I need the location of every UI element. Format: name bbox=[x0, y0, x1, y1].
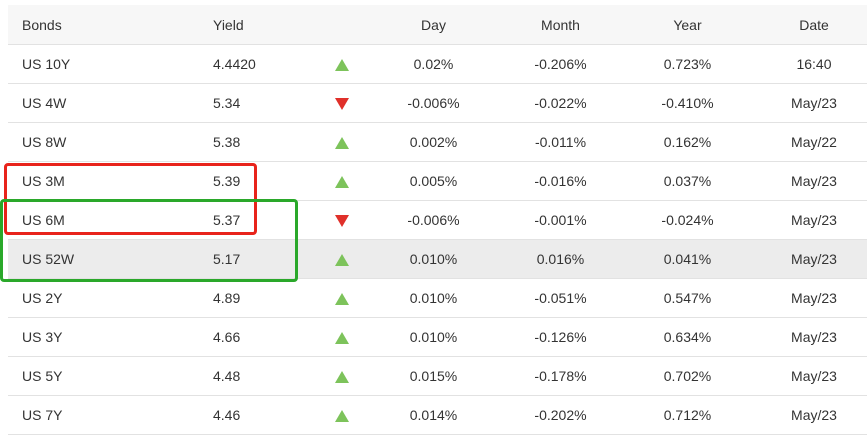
table-row[interactable]: US 6M 5.37 -0.006% -0.001% -0.024% May/2… bbox=[8, 200, 867, 240]
bond-date: May/23 bbox=[751, 161, 867, 201]
column-header-year[interactable]: Year bbox=[624, 5, 751, 45]
bond-day-change: 0.010% bbox=[370, 239, 497, 279]
bond-day-change: 0.02% bbox=[370, 44, 497, 84]
up-arrow-icon bbox=[334, 332, 349, 345]
bond-date: May/23 bbox=[751, 317, 867, 357]
bond-year-change: 0.037% bbox=[624, 161, 751, 201]
table-row[interactable]: US 4W 5.34 -0.006% -0.022% -0.410% May/2… bbox=[8, 83, 867, 123]
bond-month-change: -0.202% bbox=[497, 395, 624, 435]
bond-name[interactable]: US 8W bbox=[8, 122, 213, 162]
column-header-day[interactable]: Day bbox=[370, 5, 497, 45]
bond-day-change: 0.015% bbox=[370, 356, 497, 396]
bond-month-change: -0.206% bbox=[497, 44, 624, 84]
bond-day-change: 0.010% bbox=[370, 278, 497, 318]
bond-yield: 5.39 bbox=[213, 161, 313, 201]
bond-month-change: -0.022% bbox=[497, 83, 624, 123]
up-arrow-icon bbox=[334, 410, 349, 423]
bond-month-change: -0.016% bbox=[497, 161, 624, 201]
bond-yield: 5.37 bbox=[213, 200, 313, 240]
table-row[interactable]: US 3M 5.39 0.005% -0.016% 0.037% May/23 bbox=[8, 161, 867, 201]
bond-yield: 4.66 bbox=[213, 317, 313, 357]
bond-yield: 5.17 bbox=[213, 239, 313, 279]
bond-month-change: -0.126% bbox=[497, 317, 624, 357]
up-arrow-icon bbox=[334, 371, 349, 384]
bond-month-change: -0.011% bbox=[497, 122, 624, 162]
bond-date: May/23 bbox=[751, 395, 867, 435]
column-header-date[interactable]: Date bbox=[751, 5, 867, 45]
column-header-month[interactable]: Month bbox=[497, 5, 624, 45]
bond-day-change: -0.006% bbox=[370, 83, 497, 123]
up-arrow-icon bbox=[334, 176, 349, 189]
bond-name[interactable]: US 10Y bbox=[8, 44, 213, 84]
bond-year-change: 0.162% bbox=[624, 122, 751, 162]
bond-name[interactable]: US 6M bbox=[8, 200, 213, 240]
bond-name[interactable]: US 2Y bbox=[8, 278, 213, 318]
bond-month-change: -0.178% bbox=[497, 356, 624, 396]
table-header-row: Bonds Yield Day Month Year Date bbox=[8, 5, 867, 45]
bond-name[interactable]: US 52W bbox=[8, 239, 213, 279]
bond-month-change: 0.016% bbox=[497, 239, 624, 279]
bond-day-change: 0.005% bbox=[370, 161, 497, 201]
bond-date: May/22 bbox=[751, 122, 867, 162]
bond-yield: 4.4420 bbox=[213, 44, 313, 84]
table-row[interactable]: US 8W 5.38 0.002% -0.011% 0.162% May/22 bbox=[8, 122, 867, 162]
bond-day-change: -0.006% bbox=[370, 200, 497, 240]
bond-year-change: -0.024% bbox=[624, 200, 751, 240]
bonds-table: Bonds Yield Day Month Year Date US 10Y 4… bbox=[8, 5, 867, 435]
up-arrow-icon bbox=[334, 254, 349, 267]
column-header-bonds[interactable]: Bonds bbox=[8, 5, 213, 45]
bond-date: 16:40 bbox=[751, 44, 867, 84]
down-arrow-icon bbox=[334, 98, 349, 111]
bond-day-change: 0.010% bbox=[370, 317, 497, 357]
bond-yield: 4.46 bbox=[213, 395, 313, 435]
bond-name[interactable]: US 5Y bbox=[8, 356, 213, 396]
bond-year-change: -0.410% bbox=[624, 83, 751, 123]
bond-month-change: -0.051% bbox=[497, 278, 624, 318]
column-header-direction bbox=[313, 5, 370, 45]
bond-date: May/23 bbox=[751, 83, 867, 123]
bond-year-change: 0.547% bbox=[624, 278, 751, 318]
bond-date: May/23 bbox=[751, 356, 867, 396]
bond-name[interactable]: US 7Y bbox=[8, 395, 213, 435]
down-arrow-icon bbox=[334, 215, 349, 228]
up-arrow-icon bbox=[334, 137, 349, 150]
column-header-yield[interactable]: Yield bbox=[213, 5, 313, 45]
table-row[interactable]: US 2Y 4.89 0.010% -0.051% 0.547% May/23 bbox=[8, 278, 867, 318]
bond-date: May/23 bbox=[751, 239, 867, 279]
bond-yield: 5.38 bbox=[213, 122, 313, 162]
table-row[interactable]: US 3Y 4.66 0.010% -0.126% 0.634% May/23 bbox=[8, 317, 867, 357]
bond-day-change: 0.014% bbox=[370, 395, 497, 435]
bond-yield: 4.89 bbox=[213, 278, 313, 318]
bond-day-change: 0.002% bbox=[370, 122, 497, 162]
bond-year-change: 0.702% bbox=[624, 356, 751, 396]
bond-name[interactable]: US 3Y bbox=[8, 317, 213, 357]
bond-yield: 5.34 bbox=[213, 83, 313, 123]
bond-date: May/23 bbox=[751, 200, 867, 240]
table-row[interactable]: US 10Y 4.4420 0.02% -0.206% 0.723% 16:40 bbox=[8, 44, 867, 84]
bond-date: May/23 bbox=[751, 278, 867, 318]
table-row[interactable]: US 52W 5.17 0.010% 0.016% 0.041% May/23 bbox=[8, 239, 867, 279]
bond-yield: 4.48 bbox=[213, 356, 313, 396]
bond-name[interactable]: US 3M bbox=[8, 161, 213, 201]
bond-year-change: 0.712% bbox=[624, 395, 751, 435]
bond-month-change: -0.001% bbox=[497, 200, 624, 240]
table-row[interactable]: US 5Y 4.48 0.015% -0.178% 0.702% May/23 bbox=[8, 356, 867, 396]
bond-year-change: 0.723% bbox=[624, 44, 751, 84]
bond-year-change: 0.041% bbox=[624, 239, 751, 279]
up-arrow-icon bbox=[334, 59, 349, 72]
up-arrow-icon bbox=[334, 293, 349, 306]
bond-name[interactable]: US 4W bbox=[8, 83, 213, 123]
table-row[interactable]: US 7Y 4.46 0.014% -0.202% 0.712% May/23 bbox=[8, 395, 867, 435]
bond-year-change: 0.634% bbox=[624, 317, 751, 357]
